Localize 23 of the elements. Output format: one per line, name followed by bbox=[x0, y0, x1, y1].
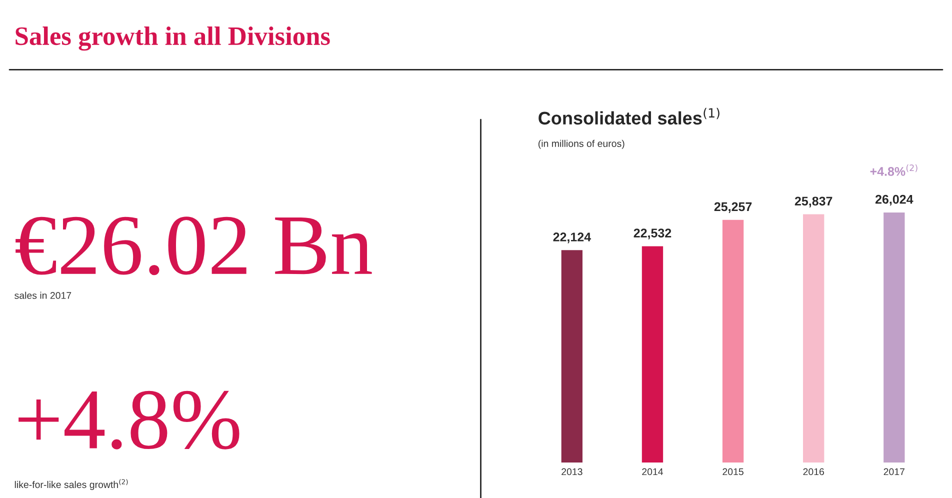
x-tick-label: 2017 bbox=[884, 468, 904, 476]
x-tick-label: 2015 bbox=[722, 468, 744, 476]
bar bbox=[560, 248, 584, 464]
bar bbox=[882, 211, 906, 464]
bar bbox=[640, 244, 664, 464]
text: Sales growth in all Divisions bbox=[16, 26, 330, 51]
annotation: +4.8%$^{(2)}$ bbox=[870, 164, 918, 176]
data-label: 22,124 bbox=[553, 232, 591, 244]
chart-subtitle: (in millions of euros) bbox=[538, 140, 624, 149]
bar bbox=[721, 218, 746, 464]
text: like-for-like sales growth$^{(2)}$ bbox=[14, 479, 128, 490]
chart-title: Consolidated sales$^{(1)}$ bbox=[538, 108, 720, 125]
data-label: 26,024 bbox=[875, 194, 914, 206]
x-tick-label: 2014 bbox=[642, 468, 664, 476]
x-tick-label: 2013 bbox=[562, 468, 582, 476]
text: +4.8% bbox=[18, 390, 240, 450]
x-tick-label: 2016 bbox=[803, 468, 824, 476]
bar bbox=[802, 212, 826, 464]
data-label: 22,532 bbox=[634, 228, 672, 240]
data-label: 25,837 bbox=[794, 196, 832, 208]
text: sales in 2017 bbox=[14, 292, 72, 299]
text: €26.02 Bn bbox=[16, 216, 372, 276]
data-label: 25,257 bbox=[714, 202, 752, 213]
